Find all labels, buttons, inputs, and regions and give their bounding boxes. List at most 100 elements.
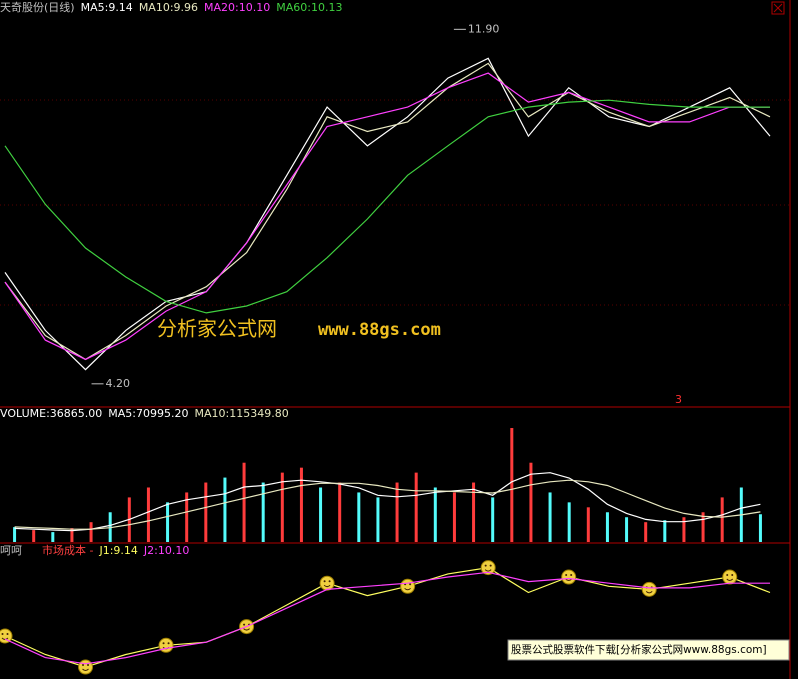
volume-bar: [261, 482, 265, 542]
legend-label: MA20:10.10: [204, 1, 270, 14]
icon-mouth: [323, 584, 331, 588]
legend-label: VOLUME:36865.00: [0, 407, 102, 420]
legend-label: J1:9.14: [98, 544, 137, 557]
close-box[interactable]: [771, 1, 785, 15]
series-line: [4, 72, 770, 361]
icon-eye: [731, 574, 734, 577]
legend-label: MA60:10.13: [276, 1, 342, 14]
volume-bar: [338, 482, 342, 542]
icon-face: [400, 578, 416, 594]
signal-icon: [158, 637, 174, 653]
volume-bar: [185, 492, 189, 542]
volume-bar: [491, 497, 495, 542]
volume-bar: [720, 497, 724, 542]
volume-bar: [299, 467, 303, 542]
signal-icon: [400, 578, 416, 594]
signal-icon: [722, 569, 738, 585]
volume-bar: [223, 477, 227, 542]
icon-face: [78, 659, 94, 675]
series-line: [14, 472, 761, 532]
icon-mouth: [243, 628, 250, 631]
volume-bar: [395, 482, 399, 542]
icon-mouth: [565, 578, 573, 582]
icon-eye: [323, 580, 326, 583]
volume-bar: [452, 492, 456, 542]
volume-bar: [644, 522, 648, 542]
volume-bar: [567, 502, 571, 542]
icon-eye: [489, 564, 492, 567]
signal-icon: [561, 569, 577, 585]
signal-icon: [0, 628, 13, 644]
series-line: [14, 479, 761, 530]
signal-icon: [641, 581, 657, 597]
volume-bar: [758, 514, 762, 542]
volume-bar: [586, 507, 590, 542]
icon-eye: [726, 574, 729, 577]
signal-icon: [319, 575, 335, 591]
icon-eye: [6, 633, 9, 635]
legend-label: MA10:9.96: [139, 1, 198, 14]
legend-label: MA5:9.14: [81, 1, 133, 14]
volume-bar: [204, 482, 208, 542]
volume-bar: [376, 497, 380, 542]
volume-bar: [414, 472, 418, 542]
icon-eye: [162, 642, 165, 645]
icon-face: [641, 581, 657, 597]
icon-eye: [167, 642, 170, 645]
watermark: www.88gs.com: [318, 320, 441, 340]
icon-mouth: [726, 578, 734, 582]
icon-eye: [1, 633, 4, 635]
close-x: [773, 3, 783, 13]
volume-bar: [89, 522, 93, 542]
icon-eye: [243, 623, 246, 626]
icon-eye: [409, 583, 412, 586]
icon-face: [480, 560, 496, 576]
icon-eye: [328, 580, 331, 583]
legend-label: 天奇股份(日线): [0, 0, 75, 14]
volume-bar: [701, 512, 705, 542]
legend-label: 市场成本 -: [42, 543, 93, 557]
annotation-label: 11.90: [468, 22, 500, 35]
banner: 股票公式股票软件下载[分析家公式网www.88gs.com]: [511, 643, 767, 656]
volume-bar: [510, 428, 514, 542]
volume-bar: [472, 482, 476, 542]
icon-eye: [82, 664, 85, 667]
volume-bar: [166, 502, 170, 542]
volume-bar: [529, 462, 533, 542]
legend-label: MA5:70995.20: [108, 407, 188, 420]
volume-bar: [433, 487, 437, 542]
icon-face: [319, 575, 335, 591]
volume-bar: [682, 517, 686, 542]
series-line: [4, 99, 770, 314]
series-line: [4, 62, 771, 361]
icon-face: [158, 637, 174, 653]
marker: 3: [675, 393, 682, 406]
volume-bar: [548, 492, 552, 542]
volume-bar: [357, 492, 361, 542]
series-line: [4, 57, 771, 371]
icon-eye: [484, 564, 487, 567]
signal-icon: [78, 659, 94, 675]
volume-bar: [32, 530, 36, 542]
legend-label: 呵呵: [0, 544, 22, 557]
volume-bar: [13, 527, 17, 542]
icon-face: [0, 628, 13, 644]
signal-icon: [480, 560, 496, 576]
volume-bar: [319, 487, 323, 542]
volume-bar: [625, 517, 629, 542]
volume-bar: [663, 520, 667, 542]
icon-eye: [87, 664, 90, 667]
volume-bar: [51, 532, 55, 542]
volume-bar: [280, 472, 284, 542]
icon-face: [561, 569, 577, 585]
icon-mouth: [404, 587, 411, 591]
legend-label: J2:10.10: [143, 544, 189, 557]
legend-label: MA10:115349.80: [194, 407, 288, 420]
volume-bar: [605, 512, 609, 542]
icon-eye: [565, 574, 568, 577]
icon-eye: [570, 574, 573, 577]
annotation-label: 4.20: [106, 377, 130, 390]
banner-bg: [507, 639, 790, 661]
